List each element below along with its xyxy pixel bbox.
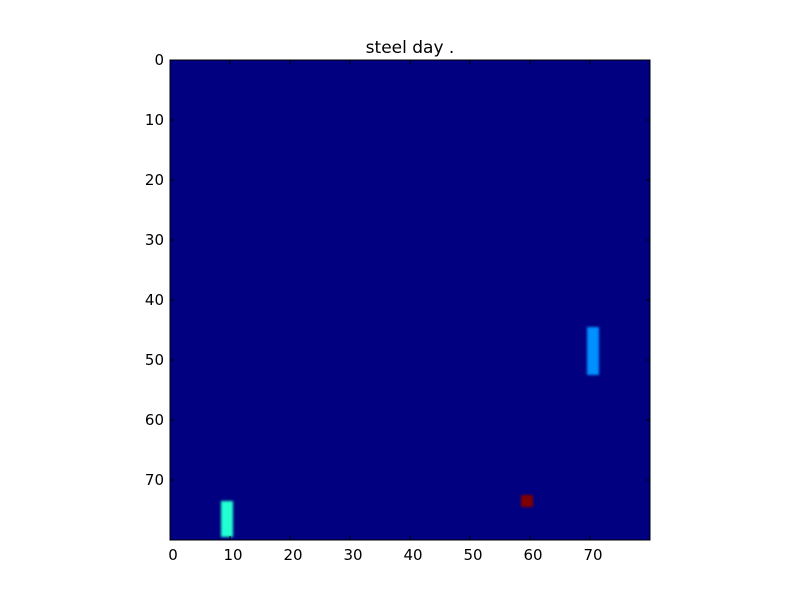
ball — [521, 495, 533, 507]
x-tick-label: 40 — [403, 546, 422, 564]
x-axis-tick-labels: 0 10 20 30 40 50 60 70 — [168, 546, 602, 564]
axis-ticks — [169, 59, 650, 540]
y-tick-label: 50 — [145, 351, 164, 369]
x-tick-label: 50 — [463, 546, 482, 564]
paddle-right — [587, 327, 599, 375]
paddle-left — [221, 501, 233, 537]
figure-title: steel day . — [366, 38, 455, 58]
x-tick-label: 70 — [583, 546, 602, 564]
y-tick-label: 0 — [154, 51, 164, 69]
y-tick-label: 60 — [145, 411, 164, 429]
x-tick-label: 20 — [283, 546, 302, 564]
game-objects — [221, 327, 599, 537]
y-tick-label: 20 — [145, 171, 164, 189]
game-field — [170, 60, 650, 540]
x-tick-label: 30 — [343, 546, 362, 564]
y-tick-label: 10 — [145, 111, 164, 129]
x-tick-label: 60 — [523, 546, 542, 564]
y-tick-label: 70 — [145, 471, 164, 489]
y-tick-label: 30 — [145, 231, 164, 249]
x-tick-label: 10 — [223, 546, 242, 564]
y-tick-label: 40 — [145, 291, 164, 309]
y-axis-tick-labels: 0 10 20 30 40 50 60 70 — [145, 51, 164, 489]
x-tick-label: 0 — [168, 546, 178, 564]
